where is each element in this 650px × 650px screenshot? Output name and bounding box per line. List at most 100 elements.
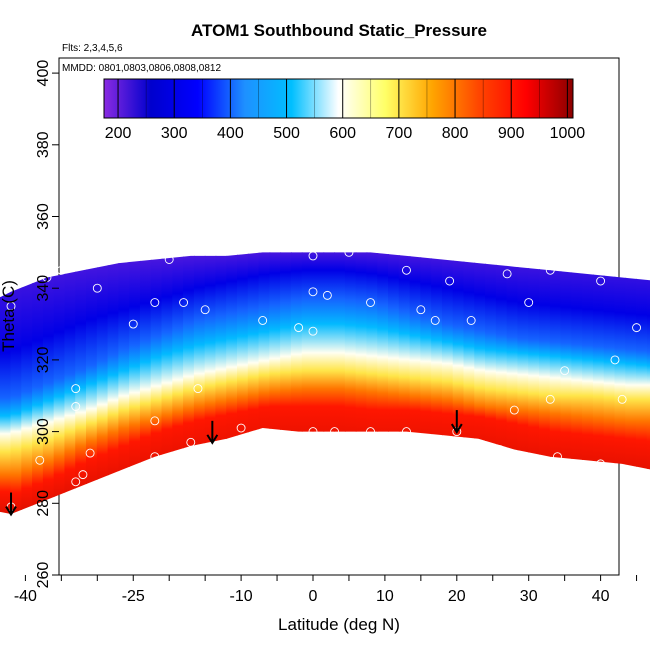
sample-point [308,427,318,437]
sample-point [322,290,332,300]
field-column [431,252,443,558]
sample-point [92,283,102,293]
sample-point [56,265,66,275]
field-column [323,252,336,558]
sample-point [344,247,354,257]
sample-point [308,251,318,261]
x-tick-label: -25 [122,588,145,605]
y-tick-label: 340 [35,275,52,302]
field-column [290,252,303,558]
field-column [86,252,98,558]
pressure-field-fill [0,252,650,558]
y-tick-label: 400 [35,60,52,87]
pressure-field [0,252,650,558]
sample-point [71,477,81,487]
field-column [344,252,357,558]
field-column [485,252,497,558]
y-axis: 260 280 300 320 340 360 380 400 [35,60,59,589]
sample-point [402,427,411,437]
field-column [258,252,271,558]
y-tick-label: 300 [35,418,52,445]
field-column [517,252,530,558]
colorbar-tick-label: 700 [386,125,413,142]
y-tick-label: 320 [35,346,52,373]
x-axis-label: Latitude (deg N) [278,615,400,634]
field-column [139,252,152,558]
sample-point [632,323,641,333]
sample-point [294,323,304,333]
field-column [150,252,163,558]
sample-point [466,316,476,325]
sample-point [71,384,81,394]
field-column [247,252,260,558]
sample-point [560,366,570,376]
down-arrow [206,420,219,445]
colorbar-tick-label: 400 [217,125,244,142]
sample-point [193,384,203,394]
sample-point [596,459,606,469]
sample-point [42,272,52,282]
field-column [75,252,88,558]
field-column [193,252,206,558]
field-column [625,252,638,558]
sample-point [128,319,138,329]
x-tick-label: 40 [592,588,610,605]
x-tick-label: 20 [448,588,466,605]
y-tick-label: 260 [35,562,52,589]
arrows [5,410,463,517]
field-column [528,252,540,558]
y-tick-label: 280 [35,490,52,517]
sample-point [308,326,318,336]
field-column [107,252,120,558]
field-column [398,252,411,558]
sample-point [150,298,160,307]
y-tick-label: 360 [35,203,52,230]
chart-title: ATOM1 Southbound Static_Pressure [191,21,487,40]
sample-point [6,301,16,311]
sample-point [258,316,268,325]
colorbar-tick-label: 300 [161,125,188,142]
sample-point [236,423,246,433]
field-column [409,252,422,558]
field-column [334,252,346,558]
dates-note: MMDD: 0801,0803,0806,0808,0812 [62,63,221,74]
x-tick-label: 0 [309,588,318,605]
field-column [172,252,185,558]
field-column [269,252,282,558]
sample-point [553,452,562,462]
sample-point [617,394,627,404]
sample-point [545,394,555,404]
colorbar-ticks: 200 300 400 500 600 700 800 900 1000 [105,79,586,142]
sample-point [78,470,88,480]
colorbar-tick-label: 900 [498,125,525,142]
sample-point [200,305,210,315]
down-arrow [450,410,463,434]
field-column [474,252,487,558]
colorbar-tick-label: 1000 [550,125,586,142]
sample-point [402,265,411,275]
field-column [582,252,594,558]
field-column [129,252,141,558]
sample-point [524,298,534,307]
field-column [366,252,379,558]
field-column [592,252,605,558]
field-column [280,252,292,558]
sample-point [416,305,426,315]
field-column [53,252,66,558]
field-column [312,252,325,558]
field-column [355,252,368,558]
sample-point [509,405,519,415]
x-tick-label: 30 [520,588,538,605]
field-column [506,252,519,558]
flights-note: Flts: 2,3,4,5,6 [62,43,123,54]
field-column [538,252,551,558]
field-column [377,252,389,558]
field-column [42,252,55,558]
colorbar-gradient [103,78,574,119]
field-column [0,252,12,558]
sample-point [330,427,340,437]
field-column [204,252,217,558]
colorbar-tick-label: 200 [105,125,132,142]
field-column [64,252,77,558]
y-tick-label: 380 [35,131,52,158]
